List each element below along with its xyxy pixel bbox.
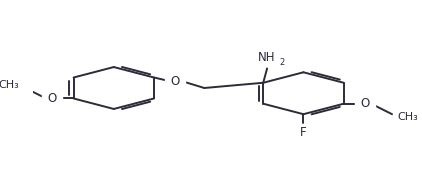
Text: O: O [360,97,370,110]
Text: F: F [300,126,307,139]
Text: O: O [170,74,180,87]
Text: NH: NH [258,51,276,64]
Text: CH₃: CH₃ [397,112,418,122]
Text: CH₃: CH₃ [0,80,19,90]
Text: 2: 2 [280,58,285,67]
Text: O: O [48,92,57,105]
